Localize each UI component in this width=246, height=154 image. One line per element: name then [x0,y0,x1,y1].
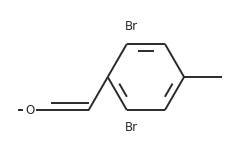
Text: Br: Br [125,122,138,134]
Text: O: O [25,103,34,117]
Text: Br: Br [125,20,138,32]
